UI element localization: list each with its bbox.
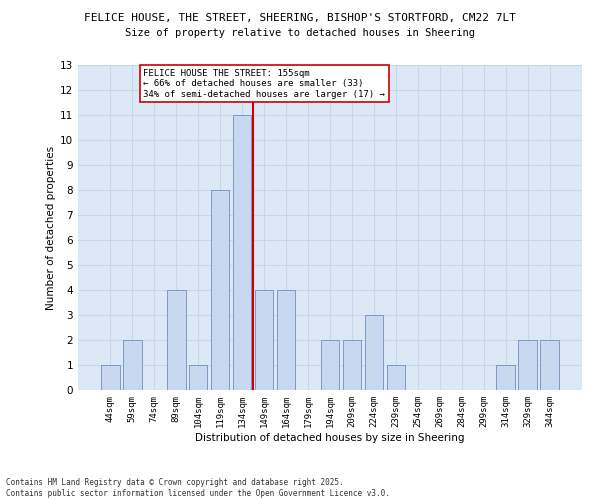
Bar xyxy=(343,340,361,390)
Bar xyxy=(518,340,537,390)
X-axis label: Distribution of detached houses by size in Sheering: Distribution of detached houses by size … xyxy=(195,432,465,442)
Text: FELICE HOUSE, THE STREET, SHEERING, BISHOP'S STORTFORD, CM22 7LT: FELICE HOUSE, THE STREET, SHEERING, BISH… xyxy=(84,12,516,22)
Text: Size of property relative to detached houses in Sheering: Size of property relative to detached ho… xyxy=(125,28,475,38)
Bar xyxy=(189,365,208,390)
Bar xyxy=(211,190,229,390)
Bar xyxy=(123,340,142,390)
Y-axis label: Number of detached properties: Number of detached properties xyxy=(46,146,56,310)
Bar xyxy=(277,290,295,390)
Bar xyxy=(386,365,405,390)
Bar xyxy=(541,340,559,390)
Bar xyxy=(496,365,515,390)
Bar xyxy=(167,290,185,390)
Bar xyxy=(101,365,119,390)
Text: Contains HM Land Registry data © Crown copyright and database right 2025.
Contai: Contains HM Land Registry data © Crown c… xyxy=(6,478,390,498)
Text: FELICE HOUSE THE STREET: 155sqm
← 66% of detached houses are smaller (33)
34% of: FELICE HOUSE THE STREET: 155sqm ← 66% of… xyxy=(143,68,385,98)
Bar xyxy=(255,290,274,390)
Bar xyxy=(320,340,340,390)
Bar xyxy=(365,315,383,390)
Bar xyxy=(233,115,251,390)
